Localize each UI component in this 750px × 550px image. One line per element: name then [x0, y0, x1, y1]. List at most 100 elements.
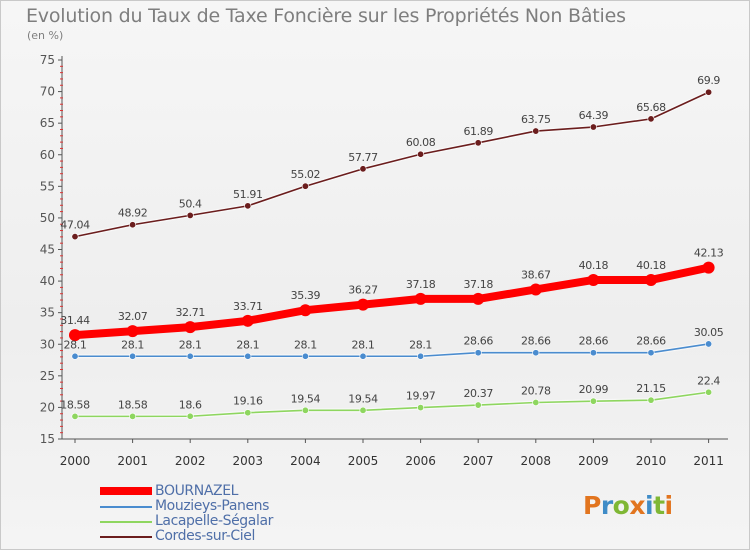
data-labels-cordes-sur-ciel: 47.0448.9250.451.9155.0257.7760.0861.896… [60, 74, 720, 231]
data-point [645, 274, 657, 286]
data-label: 64.39 [579, 109, 609, 122]
series-line-bournazel [75, 268, 709, 336]
data-point [187, 413, 193, 419]
x-tick-label: 2010 [636, 454, 667, 468]
y-tick-label: 45 [40, 243, 55, 257]
legend-label: Mouzieys-Panens [155, 499, 269, 514]
x-tick-label: 2001 [117, 454, 148, 468]
x-tick-label: 2002 [175, 454, 206, 468]
data-label: 28.1 [409, 338, 432, 351]
legend-label: Cordes-sur-Ciel [155, 529, 255, 544]
data-point [129, 222, 135, 228]
data-label: 28.1 [179, 338, 202, 351]
data-point [72, 353, 78, 359]
data-label: 40.18 [579, 259, 609, 272]
data-point [475, 402, 481, 408]
data-label: 18.58 [60, 398, 90, 411]
data-label: 22.4 [697, 374, 720, 387]
data-label: 28.66 [579, 335, 609, 348]
y-tick-label: 75 [40, 53, 55, 67]
data-label: 19.97 [406, 390, 436, 403]
data-point [245, 353, 251, 359]
data-point [245, 410, 251, 416]
data-label: 18.58 [118, 398, 148, 411]
y-tick-label: 15 [40, 432, 55, 446]
x-tick-label: 2007 [463, 454, 494, 468]
data-labels-bournazel: 31.4432.0732.7133.7135.3936.2737.1837.18… [60, 247, 723, 328]
data-label: 38.67 [521, 268, 551, 281]
data-label: 30.05 [694, 326, 724, 339]
data-label: 51.91 [233, 188, 263, 201]
logo-letter: P [583, 491, 601, 520]
data-point [184, 321, 196, 333]
logo-letter: x [629, 491, 645, 520]
data-point [302, 353, 308, 359]
data-point [587, 274, 599, 286]
data-point [187, 212, 193, 218]
data-point [475, 350, 481, 356]
proxiti-logo: Proxiti [583, 491, 673, 520]
data-label: 28.66 [636, 335, 666, 348]
y-tick-label: 70 [40, 85, 55, 99]
data-point [129, 413, 135, 419]
logo-letter: r [601, 491, 613, 520]
data-point [533, 128, 539, 134]
data-label: 60.08 [406, 136, 436, 149]
data-point [417, 404, 423, 410]
data-point [127, 325, 139, 337]
data-label: 20.37 [463, 387, 493, 400]
data-label: 18.6 [179, 398, 202, 411]
series-mouzieys-panens [72, 341, 712, 360]
legend-swatch [100, 487, 152, 495]
data-point [357, 299, 369, 311]
data-point [299, 304, 311, 316]
data-label: 32.07 [118, 310, 148, 323]
data-point [187, 353, 193, 359]
data-label: 48.92 [118, 207, 148, 220]
data-label: 21.15 [636, 382, 666, 395]
y-tick-label: 65 [40, 116, 55, 130]
x-tick-label: 2009 [578, 454, 609, 468]
x-tick-label: 2008 [521, 454, 552, 468]
data-point [245, 203, 251, 209]
series-cordes-sur-ciel [72, 89, 712, 240]
data-point [302, 183, 308, 189]
data-point [72, 233, 78, 239]
data-point [703, 262, 715, 274]
series-lacapelle-segalar [72, 389, 712, 420]
data-point [417, 151, 423, 157]
data-label: 28.1 [294, 338, 317, 351]
data-point [129, 353, 135, 359]
data-point [648, 350, 654, 356]
data-label: 35.39 [291, 289, 321, 302]
data-label: 50.4 [179, 197, 202, 210]
data-label: 19.54 [291, 392, 321, 405]
data-point [648, 116, 654, 122]
x-tick-label: 2011 [693, 454, 724, 468]
y-tick-label: 55 [40, 179, 55, 193]
data-point [302, 407, 308, 413]
data-point [590, 398, 596, 404]
data-label: 65.68 [636, 101, 666, 114]
data-label: 36.27 [348, 284, 378, 297]
data-label: 32.71 [175, 306, 205, 319]
series-line-lacapelle-segalar [75, 392, 709, 416]
data-point [242, 315, 254, 327]
data-point [533, 399, 539, 405]
data-point [472, 293, 484, 305]
data-point [72, 413, 78, 419]
logo-letter: i [665, 491, 673, 520]
data-label: 47.04 [60, 219, 90, 232]
data-label: 63.75 [521, 113, 551, 126]
data-point [475, 140, 481, 146]
y-tick-label: 30 [40, 337, 55, 351]
data-label: 37.18 [406, 278, 436, 291]
data-label: 28.1 [352, 338, 375, 351]
y-tick-label: 25 [40, 369, 55, 383]
data-point [705, 389, 711, 395]
y-tick-label: 60 [40, 148, 55, 162]
data-label: 20.99 [579, 383, 609, 396]
data-point [530, 283, 542, 295]
data-label: 57.77 [348, 151, 378, 164]
